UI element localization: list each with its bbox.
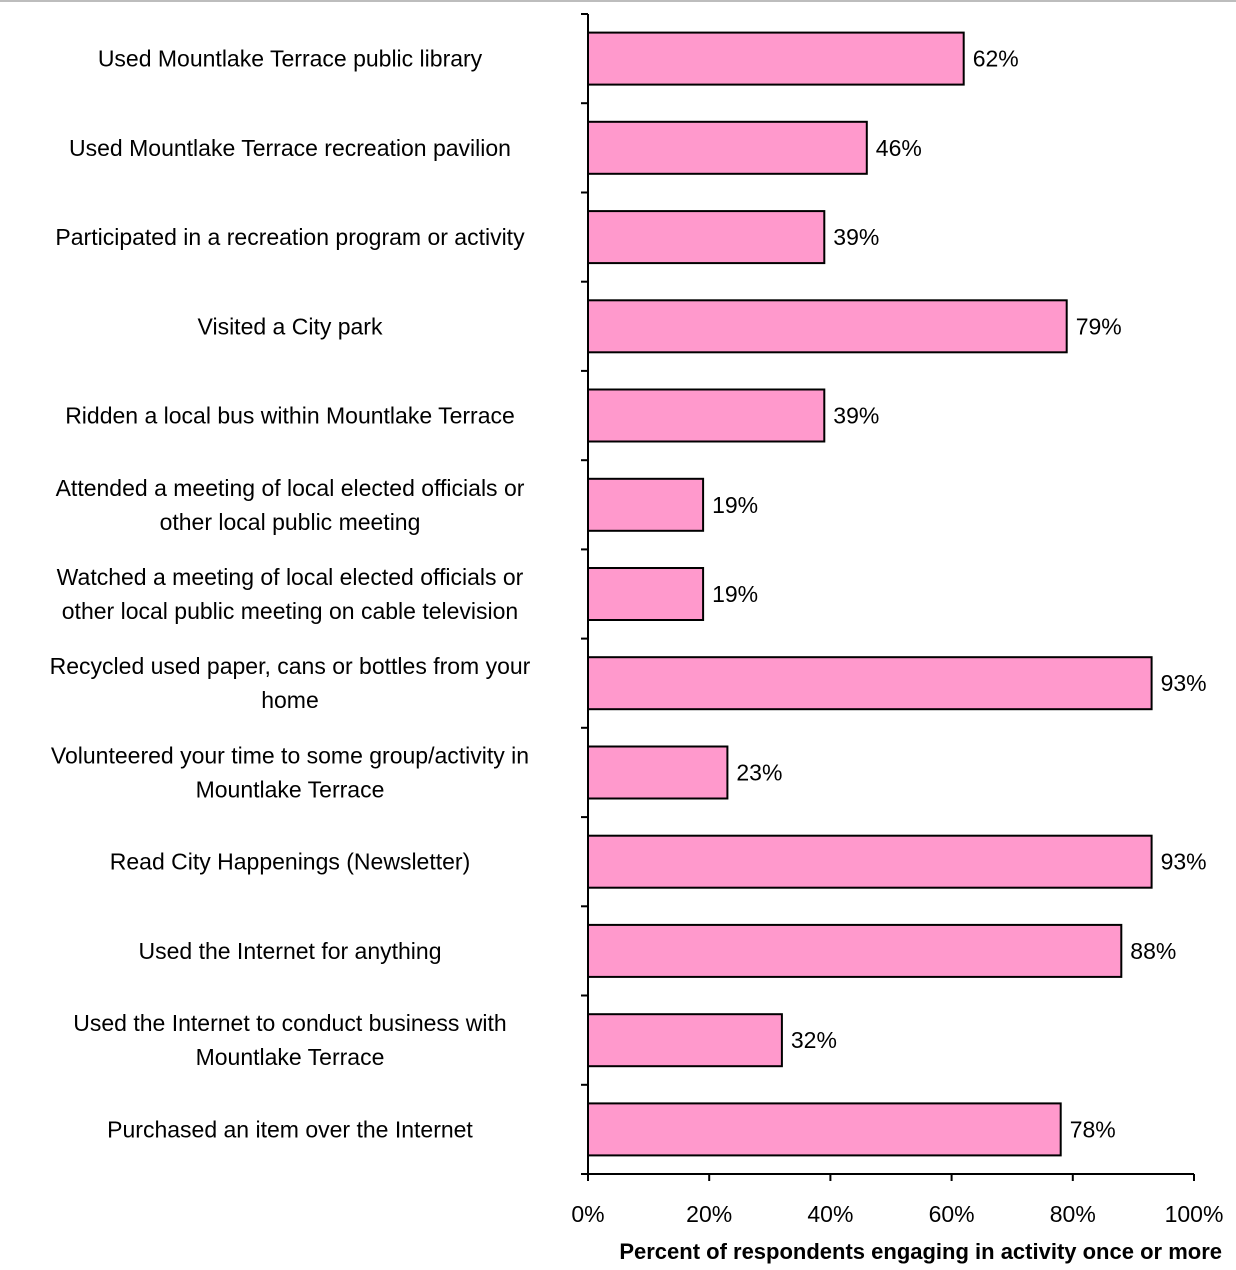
data-label: 93%	[1161, 670, 1207, 696]
category-label: Used Mountlake Terrace public library	[98, 46, 483, 72]
category-label-line: Mountlake Terrace	[196, 1044, 385, 1070]
category-label: Volunteered your time to some group/acti…	[51, 743, 529, 803]
x-tick-label: 0%	[571, 1201, 604, 1227]
category-label: Visited a City park	[198, 313, 383, 339]
category-label: Participated in a recreation program or …	[55, 224, 525, 250]
data-label: 88%	[1130, 938, 1176, 964]
category-label-line: other local public meeting	[160, 509, 421, 535]
category-label: Recycled used paper, cans or bottles fro…	[50, 653, 531, 713]
category-label-line: home	[261, 687, 319, 713]
bar	[587, 923, 1123, 978]
data-label: 32%	[791, 1027, 837, 1053]
x-tick-label: 100%	[1165, 1201, 1224, 1227]
data-label: 23%	[736, 760, 782, 786]
data-label: 39%	[833, 403, 879, 429]
x-axis-title: Percent of respondents engaging in activ…	[619, 1239, 1222, 1264]
category-label-line: Recycled used paper, cans or bottles fro…	[50, 653, 531, 679]
category-label: Attended a meeting of local elected offi…	[56, 475, 525, 535]
category-label-line: Used the Internet to conduct business wi…	[73, 1010, 506, 1036]
category-label: Read City Happenings (Newsletter)	[110, 849, 471, 875]
data-label: 79%	[1076, 313, 1122, 339]
x-tick-label: 80%	[1050, 1201, 1096, 1227]
category-label: Purchased an item over the Internet	[107, 1116, 473, 1142]
category-label-line: Purchased an item over the Internet	[107, 1116, 473, 1142]
category-label-line: Used the Internet for anything	[138, 938, 441, 964]
bar	[587, 477, 705, 532]
x-tick-label: 20%	[686, 1201, 732, 1227]
category-label-line: Volunteered your time to some group/acti…	[51, 743, 529, 769]
category-label: Used Mountlake Terrace recreation pavili…	[69, 135, 511, 161]
top-border	[0, 0, 1236, 2]
category-label-line: Attended a meeting of local elected offi…	[56, 475, 525, 501]
category-label-line: Watched a meeting of local elected offic…	[57, 564, 524, 590]
data-label: 46%	[876, 135, 922, 161]
bar	[587, 31, 965, 86]
category-label: Ridden a local bus within Mountlake Terr…	[65, 403, 515, 429]
data-label: 19%	[712, 581, 758, 607]
bar	[587, 1013, 783, 1068]
category-label: Used the Internet for anything	[138, 938, 441, 964]
category-label-line: Ridden a local bus within Mountlake Terr…	[65, 403, 515, 429]
data-label: 78%	[1070, 1116, 1116, 1142]
data-label: 93%	[1161, 849, 1207, 875]
bar	[587, 120, 868, 175]
bar	[587, 567, 705, 621]
bar	[587, 210, 826, 265]
category-label-line: Used Mountlake Terrace public library	[98, 46, 483, 72]
bar	[587, 834, 1153, 889]
data-label: 62%	[973, 46, 1019, 72]
bar	[587, 388, 826, 443]
category-label-line: other local public meeting on cable tele…	[62, 598, 518, 624]
data-label: 39%	[833, 224, 879, 250]
bar	[587, 299, 1068, 354]
category-label-line: Participated in a recreation program or …	[55, 224, 525, 250]
category-label-line: Mountlake Terrace	[196, 777, 385, 803]
category-label: Used the Internet to conduct business wi…	[73, 1010, 506, 1070]
category-label-line: Read City Happenings (Newsletter)	[110, 849, 471, 875]
category-label: Watched a meeting of local elected offic…	[57, 564, 524, 624]
category-label-line: Visited a City park	[198, 313, 383, 339]
category-label-line: Used Mountlake Terrace recreation pavili…	[69, 135, 511, 161]
x-tick-label: 40%	[807, 1201, 853, 1227]
bar	[587, 656, 1153, 711]
data-label: 19%	[712, 492, 758, 518]
bar	[587, 1102, 1062, 1157]
x-tick-label: 60%	[929, 1201, 975, 1227]
bar	[587, 745, 729, 800]
